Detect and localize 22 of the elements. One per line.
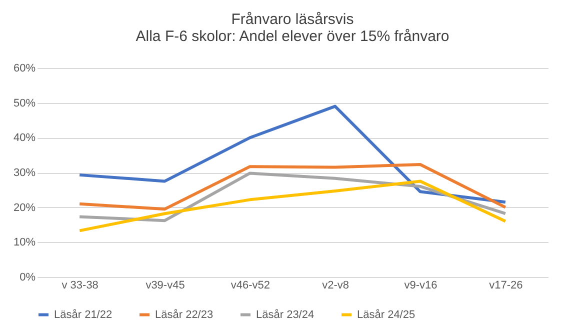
y-tick-label: 50% <box>13 97 36 110</box>
text: Frånvaro läsårsvis <box>231 11 354 28</box>
legend-label: Läsår 21/22 <box>54 308 112 321</box>
line-series <box>78 162 507 211</box>
x-tick-label: v 33-38 <box>62 280 98 292</box>
x-tick-label: v46-v52 <box>230 280 270 292</box>
y-tick-label: 60% <box>13 62 36 74</box>
x-tick-label: v39-v45 <box>146 280 185 292</box>
line-series <box>78 180 507 232</box>
legend-label: Läsår 24/25 <box>357 308 416 321</box>
x-tick-label: v9-v16 <box>404 280 438 292</box>
x-tick-label: v2-v8 <box>322 280 350 292</box>
y-tick-label: 30% <box>13 167 36 179</box>
y-tick-label: 0% <box>20 272 36 284</box>
y-tick-label: 40% <box>13 132 36 144</box>
y-tick-label: 20% <box>13 202 36 214</box>
y-tick-label: 10% <box>13 236 36 249</box>
line-series <box>78 104 507 204</box>
legend-label: Läsår 23/24 <box>256 308 314 321</box>
x-tick-label: v17-26 <box>489 280 523 292</box>
legend-label: Läsår 22/23 <box>155 308 214 321</box>
text: Alla F-6 skolor: Andel elever över 15% frånvaro <box>136 28 450 45</box>
